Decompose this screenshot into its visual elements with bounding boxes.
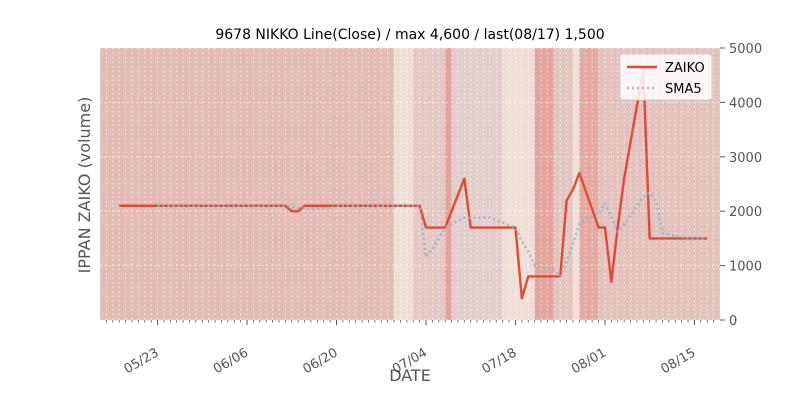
y-tick-label: 0 [729,314,737,329]
shaded-band-3 [445,48,452,320]
y-tick-label: 4000 [729,96,762,111]
chart-title: 9678 NIKKO Line(Close) / max 4,600 / las… [215,27,604,43]
shaded-band-7 [553,48,573,320]
y-tick-label: 2000 [729,205,762,220]
series-lines [119,68,708,300]
y-tick-label: 1000 [729,260,762,275]
shaded-band-5 [502,48,535,320]
x-axis-label: DATE [389,366,431,385]
legend-label-sma5: SMA5 [665,82,702,97]
y-axis-ticks: 0 1000 2000 3000 4000 5000 [720,42,762,329]
legend-label-zaiko: ZAIKO [665,61,705,76]
y-tick-label: 3000 [729,151,762,166]
shaded-bands [100,48,720,320]
y-tick-label: 5000 [729,42,762,57]
legend: ZAIKO SMA5 [619,53,713,101]
y-axis-label: IPPAN ZAIKO (volume) [75,97,94,274]
shaded-band-9 [579,48,599,320]
shaded-band-6 [534,48,554,320]
shaded-band-1 [394,48,414,320]
shaded-band-2 [413,48,446,320]
